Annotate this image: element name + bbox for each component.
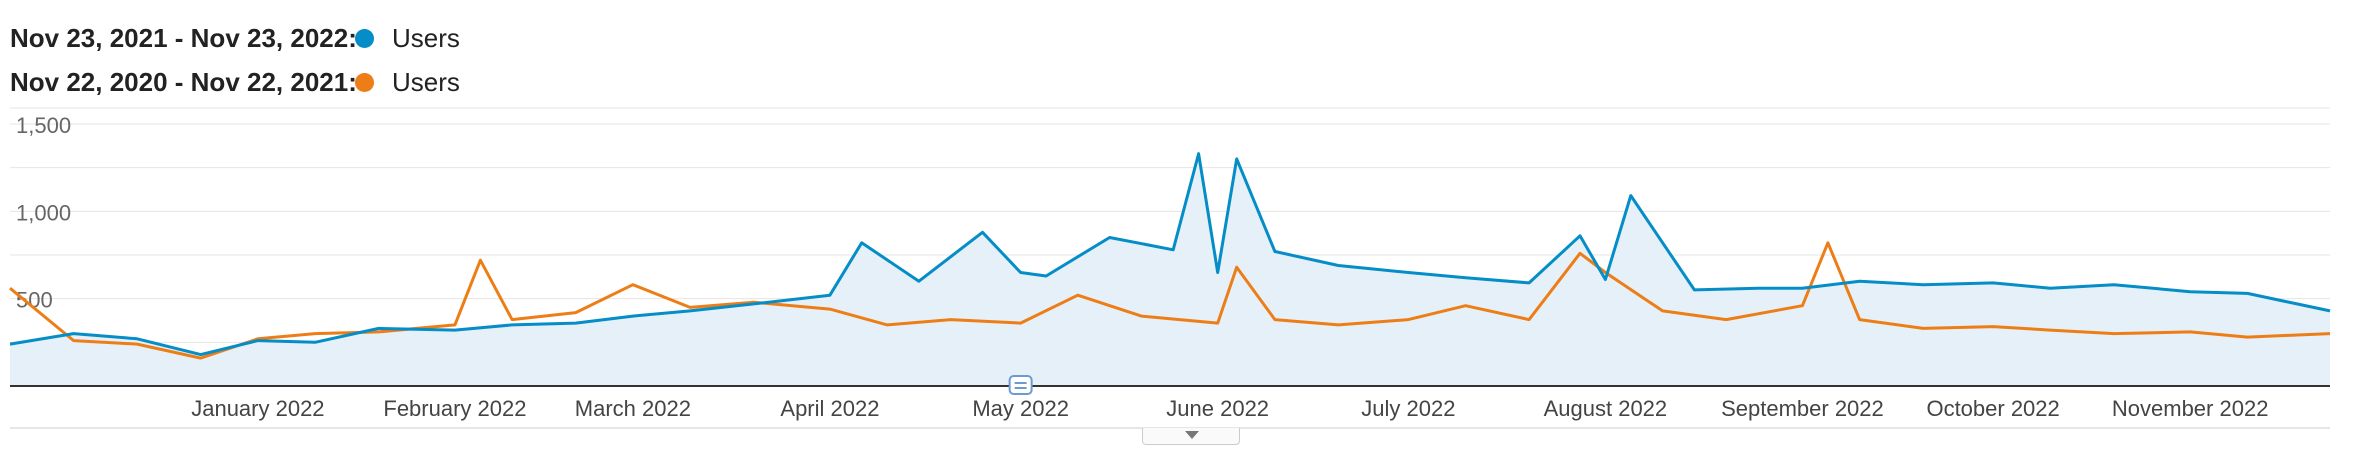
legend-previous-metric[interactable]: Users bbox=[392, 66, 460, 97]
current-series-line bbox=[9, 152, 2331, 357]
legend-current-dot bbox=[355, 28, 374, 48]
x-tick-label: June 2022 bbox=[1166, 396, 1269, 421]
legend-row-previous: Nov 22, 2020 - Nov 22, 2021: Users bbox=[10, 60, 460, 104]
x-tick-label: October 2022 bbox=[1926, 396, 2059, 421]
y-tick-label: 1,500 bbox=[16, 113, 71, 138]
x-tick-label: April 2022 bbox=[780, 396, 879, 421]
x-tick-label: July 2022 bbox=[1361, 396, 1455, 421]
current-series-area bbox=[10, 153, 2330, 386]
x-tick-label: March 2022 bbox=[575, 396, 691, 421]
x-tick-label: August 2022 bbox=[1544, 396, 1668, 421]
annotation-marker-icon bbox=[1008, 375, 1033, 395]
chart-collapse-toggle[interactable] bbox=[1142, 428, 1240, 445]
x-tick-label: November 2022 bbox=[2112, 396, 2269, 421]
x-tick-label: May 2022 bbox=[972, 396, 1069, 421]
y-tick-label: 1,000 bbox=[16, 200, 71, 225]
legend-current-range: Nov 23, 2021 - Nov 23, 2022: bbox=[10, 22, 357, 53]
x-tick-label: February 2022 bbox=[383, 396, 526, 421]
chart-legend: Nov 23, 2021 - Nov 23, 2022: Users Nov 2… bbox=[10, 16, 460, 104]
legend-previous-dot bbox=[355, 72, 374, 92]
previous-series-line bbox=[9, 241, 2331, 360]
chevron-down-icon bbox=[1185, 431, 1199, 439]
legend-row-current: Nov 23, 2021 - Nov 23, 2022: Users bbox=[10, 16, 460, 60]
x-tick-label: September 2022 bbox=[1721, 396, 1884, 421]
legend-current-metric[interactable]: Users bbox=[392, 22, 460, 53]
legend-previous-range: Nov 22, 2020 - Nov 22, 2021: bbox=[10, 66, 357, 97]
x-tick-label: January 2022 bbox=[191, 396, 324, 421]
